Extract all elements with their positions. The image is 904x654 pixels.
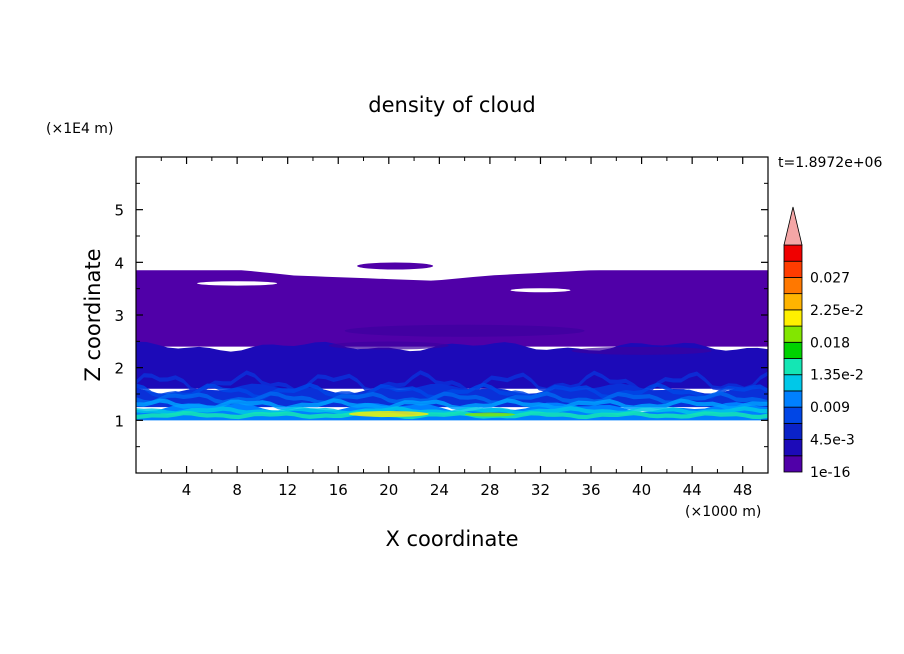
field-streak <box>344 324 585 337</box>
x-tick-label: 36 <box>581 481 600 499</box>
x-tick-label: 8 <box>232 481 242 499</box>
x-tick-label: 44 <box>683 481 702 499</box>
field-streak <box>328 341 449 350</box>
colorbar-label: 1.35e-2 <box>810 368 864 384</box>
x-tick-label: 40 <box>632 481 651 499</box>
colorbar-segment <box>783 390 803 408</box>
field-layer <box>136 391 768 405</box>
colorbar-segment <box>783 325 803 343</box>
field-peak <box>348 411 429 418</box>
colorbar-segment <box>783 439 803 457</box>
x-unit-label: (×1000 m) <box>685 504 761 520</box>
x-tick-label: 48 <box>733 481 752 499</box>
field-gap <box>197 281 278 286</box>
field-layer <box>136 410 768 420</box>
x-axis-ticks: 4 8 12 16 20 24 28 32 36 40 44 48 <box>160 157 752 499</box>
colorbar-segment <box>783 309 803 327</box>
y-tick-label: 5 <box>114 202 124 220</box>
field-layer <box>136 370 768 395</box>
y-axis-ticks: 1 2 3 4 5 <box>114 182 768 448</box>
x-tick-label: 32 <box>531 481 550 499</box>
field-gap <box>510 288 571 293</box>
x-tick-label: 16 <box>329 481 348 499</box>
chart-title: density of cloud <box>368 93 535 117</box>
colorbar-segment <box>783 406 803 424</box>
x-tick-label: 4 <box>182 481 192 499</box>
colorbar-segment <box>783 358 803 376</box>
y-tick-label: 4 <box>114 254 124 272</box>
colorbar-extend-arrow <box>783 206 803 246</box>
y-tick-label: 1 <box>114 412 124 430</box>
x-axis-title: X coordinate <box>385 527 518 551</box>
y-tick-label: 2 <box>114 360 124 378</box>
colorbar: 1e-16 4.5e-3 0.009 1.35e-2 0.018 2.25e-2 0.027 <box>783 206 864 481</box>
x-tick-label: 28 <box>480 481 499 499</box>
y-unit-label: (×1E4 m) <box>46 121 113 137</box>
colorbar-label: 0.027 <box>810 270 850 286</box>
x-tick-label: 12 <box>278 481 297 499</box>
colorbar-segment <box>783 293 803 311</box>
colorbar-label: 0.018 <box>810 335 850 351</box>
field-band <box>136 270 768 347</box>
time-label: t=1.8972e+06 <box>778 155 882 171</box>
colorbar-label: 2.25e-2 <box>810 303 864 319</box>
colorbar-segment <box>783 455 803 473</box>
colorbar-label: 4.5e-3 <box>810 433 855 449</box>
y-axis-title: Z coordinate <box>81 248 105 381</box>
colorbar-segment <box>783 260 803 278</box>
colorbar-segment <box>783 422 803 440</box>
field-peak <box>464 412 515 417</box>
field-blob <box>357 262 434 270</box>
colorbar-segment <box>783 277 803 295</box>
density-field <box>136 262 768 421</box>
colorbar-segment <box>783 341 803 359</box>
colorbar-label: 0.009 <box>810 400 850 416</box>
x-tick-label: 24 <box>430 481 449 499</box>
colorbar-segment <box>783 244 803 262</box>
x-tick-label: 20 <box>379 481 398 499</box>
colorbar-segment <box>783 374 803 392</box>
colorbar-label: 1e-16 <box>810 465 850 481</box>
y-tick-label: 3 <box>114 307 124 325</box>
field-streak <box>571 346 712 355</box>
